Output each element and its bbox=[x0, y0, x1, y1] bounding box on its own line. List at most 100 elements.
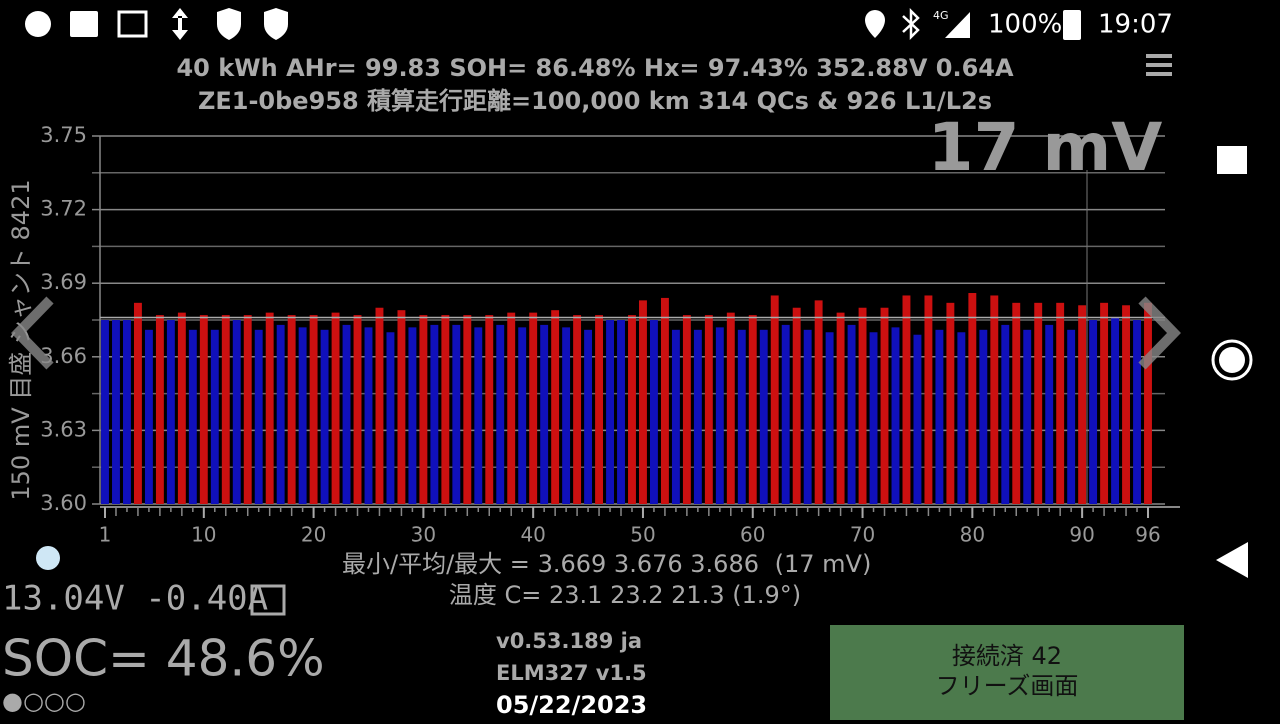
status-line: 接続済 42 bbox=[952, 642, 1062, 670]
status-icon bbox=[70, 11, 98, 37]
bar bbox=[726, 312, 735, 504]
bar bbox=[682, 315, 691, 504]
x-tick-label: 50 bbox=[630, 523, 655, 547]
version: v0.53.189 ja bbox=[496, 629, 642, 653]
bar bbox=[979, 329, 988, 504]
date: 05/22/2023 bbox=[496, 691, 647, 719]
bar bbox=[1089, 320, 1098, 504]
y-tick-label: 3.69 bbox=[40, 270, 87, 294]
y-tick-label: 3.60 bbox=[40, 491, 87, 515]
bar bbox=[463, 315, 472, 504]
bar bbox=[419, 315, 428, 504]
bar bbox=[276, 324, 285, 504]
bar bbox=[671, 329, 680, 504]
bar bbox=[496, 324, 505, 504]
bar bbox=[957, 332, 966, 504]
status-line: フリーズ画面 bbox=[936, 672, 1079, 700]
signal-icon bbox=[945, 12, 970, 38]
bar bbox=[408, 327, 417, 504]
x-tick-label: 70 bbox=[850, 523, 875, 547]
status-icon bbox=[25, 11, 51, 37]
bar bbox=[1067, 329, 1076, 504]
x-tick-label: 90 bbox=[1069, 523, 1094, 547]
bar bbox=[529, 312, 538, 504]
x-tick-label: 10 bbox=[191, 523, 216, 547]
status-icon bbox=[172, 8, 188, 40]
stats-min: 3.669 bbox=[538, 550, 607, 578]
calendar-icon[interactable] bbox=[250, 584, 286, 616]
temperature: 温度 C= 23.1 23.2 21.3 (1.9°) bbox=[449, 581, 801, 609]
bar bbox=[1144, 302, 1152, 504]
bar bbox=[474, 327, 483, 504]
page-dots: ●○○○ bbox=[2, 687, 86, 715]
bar bbox=[243, 315, 252, 504]
x-tick-label: 1 bbox=[99, 523, 112, 547]
bar bbox=[133, 302, 142, 504]
bar bbox=[441, 315, 450, 504]
bar bbox=[562, 327, 571, 504]
bar bbox=[265, 312, 274, 504]
stats-max: 3.686 bbox=[690, 550, 759, 578]
bar bbox=[188, 329, 197, 504]
nav-back[interactable] bbox=[1216, 542, 1248, 578]
bar bbox=[737, 329, 746, 504]
bar bbox=[781, 324, 790, 504]
bar bbox=[858, 307, 867, 504]
nav-home[interactable] bbox=[1211, 339, 1253, 381]
bar bbox=[573, 315, 582, 504]
nav-recents[interactable] bbox=[1217, 146, 1247, 174]
bar bbox=[386, 332, 395, 504]
bar bbox=[617, 320, 625, 504]
bulb-icon[interactable] bbox=[36, 546, 60, 570]
x-tick-label: 96 bbox=[1135, 523, 1160, 547]
next-arrow[interactable] bbox=[1138, 296, 1181, 370]
header-line: ZE1-0be958 積算走行距離=100,000 km 314 QCs & 9… bbox=[198, 87, 992, 115]
bar bbox=[221, 315, 230, 504]
stats-avg: 3.676 bbox=[614, 550, 683, 578]
bar bbox=[375, 307, 384, 504]
bar bbox=[210, 329, 219, 504]
prev-arrow[interactable] bbox=[11, 296, 54, 370]
x-tick-label: 60 bbox=[740, 523, 765, 547]
bar bbox=[836, 312, 845, 504]
bar bbox=[660, 297, 669, 504]
bar bbox=[803, 329, 812, 504]
status-icon bbox=[865, 10, 885, 38]
nav-home-dot bbox=[1219, 347, 1245, 373]
bar bbox=[123, 320, 131, 504]
bar bbox=[540, 324, 549, 504]
menu-button[interactable] bbox=[1146, 54, 1172, 76]
bar bbox=[847, 324, 856, 504]
bar bbox=[507, 312, 516, 504]
aux-battery: 13.04V -0.40A bbox=[2, 579, 268, 619]
bar bbox=[397, 310, 406, 504]
bar bbox=[199, 315, 208, 504]
bar bbox=[770, 295, 779, 504]
bar bbox=[606, 320, 614, 504]
bar bbox=[990, 295, 999, 504]
status-button[interactable] bbox=[830, 625, 1184, 720]
y-tick-label: 3.72 bbox=[40, 197, 87, 221]
battery-icon bbox=[1063, 10, 1081, 40]
bar bbox=[331, 312, 340, 504]
clock: 19:07 bbox=[1098, 10, 1173, 40]
network-type: 4G bbox=[933, 9, 949, 22]
bar bbox=[628, 315, 636, 504]
bar bbox=[748, 315, 757, 504]
bar bbox=[880, 307, 889, 504]
status-icon bbox=[217, 8, 241, 40]
status-icon bbox=[117, 10, 148, 38]
bar bbox=[320, 329, 329, 504]
bar bbox=[254, 329, 263, 504]
soc: SOC= 48.6% bbox=[2, 630, 325, 688]
bar bbox=[232, 320, 241, 504]
bar bbox=[759, 329, 768, 504]
bar bbox=[814, 300, 823, 504]
bar bbox=[1034, 302, 1043, 504]
bar bbox=[704, 315, 713, 504]
bar bbox=[452, 324, 461, 504]
bar bbox=[715, 327, 724, 504]
status-icon bbox=[264, 8, 288, 40]
battery-percent: 100% bbox=[988, 10, 1062, 40]
